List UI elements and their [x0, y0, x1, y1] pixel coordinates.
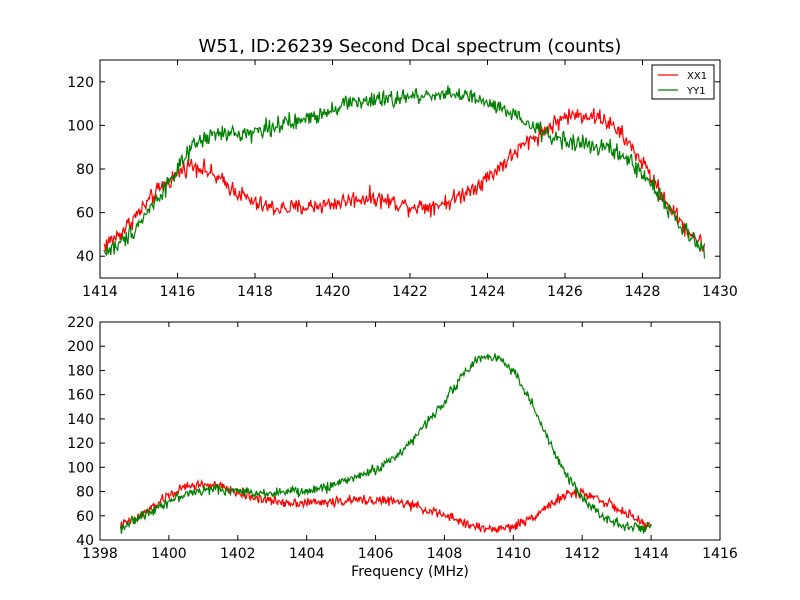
bottom-y-tick-label: 40	[76, 533, 94, 549]
bottom-spectrum-plot: 1398 1400 1402 1404 1406 1408 1410 1412 1414 1416…	[67, 315, 738, 562]
chart-title: W51, ID:26239 Second Dcal spectrum (coun…	[199, 36, 622, 57]
bottom-y-tick-label: 140	[67, 412, 94, 428]
top-y-tick-label: 100	[67, 118, 94, 134]
bottom-x-tick-label: 1404	[289, 546, 325, 562]
top-x-tick-label: 1422	[392, 284, 428, 300]
top-y-tick-label: 40	[76, 249, 94, 265]
bottom-x-tick-label: 1412	[564, 546, 600, 562]
top-x-tick-label: 1418	[237, 284, 273, 300]
bottom-y-tick-label: 60	[76, 509, 94, 525]
bottom-y-tick-label: 220	[67, 315, 94, 331]
bottom-y-tick-label: 180	[67, 363, 94, 379]
top-spectrum-plot: 1414 1416 1418 1420 1422 1424 1426 1428 1430 40 60…	[67, 59, 738, 300]
bottom-x-tick-label: 1406	[358, 546, 394, 562]
bottom-x-tick-label: 1398	[82, 546, 118, 562]
bottom-y-tick-label: 120	[67, 436, 94, 452]
top-y-tick-label: 120	[67, 75, 94, 91]
bottom-y-tick-label: 100	[67, 460, 94, 476]
bottom-x-tick-label: 1402	[220, 546, 256, 562]
legend-label-xx1: XX1	[687, 71, 707, 82]
x-axis-label: Frequency (MHz)	[351, 564, 469, 580]
top-series-yy1-line	[103, 85, 706, 259]
bottom-x-tick-label: 1414	[633, 546, 669, 562]
bottom-y-tick-label: 160	[67, 388, 94, 404]
top-x-tick-label: 1416	[160, 284, 196, 300]
top-y-tick-label: 60	[76, 206, 94, 222]
bottom-x-tick-label: 1408	[427, 546, 463, 562]
top-x-tick-label: 1428	[625, 284, 661, 300]
legend-label-yy1: YY1	[686, 86, 706, 97]
bottom-y-tick-label: 80	[76, 485, 94, 501]
top-y-tick-label: 80	[76, 162, 94, 178]
top-x-tick-label: 1420	[315, 284, 351, 300]
top-x-tick-label: 1424	[470, 284, 506, 300]
bottom-series-yy1-line	[120, 353, 652, 534]
top-x-tick-label: 1426	[547, 284, 583, 300]
top-x-tick-label: 1430	[702, 284, 738, 300]
top-x-tick-label: 1414	[82, 284, 118, 300]
bottom-x-tick-label: 1410	[496, 546, 532, 562]
bottom-x-tick-label: 1400	[151, 546, 187, 562]
top-series-xx1-line	[103, 108, 706, 253]
bottom-x-tick-label: 1416	[702, 546, 738, 562]
bottom-y-tick-label: 200	[67, 339, 94, 355]
bottom-plot-frame	[99, 321, 721, 541]
legend-box	[651, 64, 715, 100]
